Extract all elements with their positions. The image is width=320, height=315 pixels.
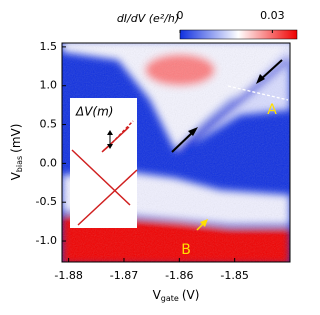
annotation-a: A [267, 102, 277, 118]
y-axis-label: Vbias (mV) [9, 124, 24, 181]
y-tick-label: -0.5 [36, 195, 57, 208]
y-tick-label: 1.0 [40, 79, 58, 92]
y-tick-label: -1.0 [36, 234, 57, 247]
y-label-subscript: bias [15, 156, 24, 172]
colorbar [179, 29, 298, 40]
x-axis-label: Vgate (V) [153, 288, 200, 303]
heatmap-image [62, 43, 290, 262]
plot-frame [61, 42, 291, 263]
x-tick-label: -1.85 [220, 269, 248, 282]
y-tick-label: 0.5 [40, 118, 58, 131]
y-tick-label: 1.5 [40, 40, 58, 53]
annotation-b: B [181, 242, 191, 258]
y-label-symbol: V [9, 171, 23, 180]
colorbar-label: dI/dV (e²/h) [117, 12, 179, 25]
y-tick-label: 0.0 [40, 156, 58, 169]
x-label-symbol: V [153, 288, 162, 302]
x-tick-label: -1.86 [165, 269, 193, 282]
inset-label: ΔV(m) [75, 105, 113, 119]
x-tick-label: -1.87 [110, 269, 138, 282]
x-label-unit: (V) [182, 288, 200, 302]
x-label-subscript: gate [161, 294, 179, 303]
colorbar-tick-label: 0.03 [260, 9, 285, 22]
y-label-unit: (mV) [9, 124, 23, 153]
colorbar-tick-label: 0 [177, 9, 184, 22]
x-tick-label: -1.88 [54, 269, 82, 282]
